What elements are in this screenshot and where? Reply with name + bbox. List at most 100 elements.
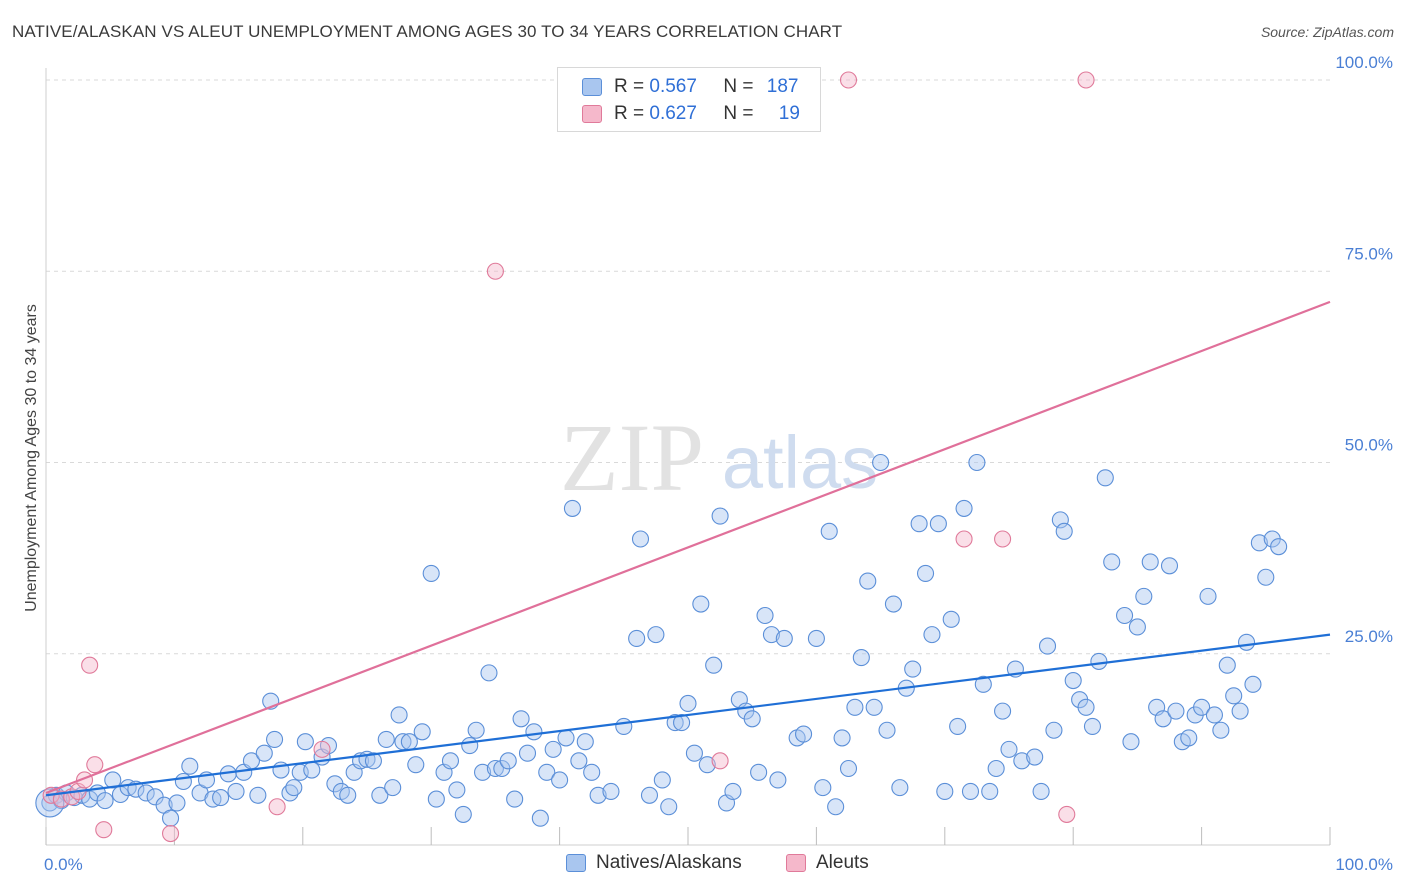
legend-swatch-pink	[582, 105, 602, 123]
data-point	[181, 757, 199, 775]
data-point	[1218, 656, 1236, 674]
watermark: ZIP atlas	[560, 404, 878, 511]
data-point	[743, 710, 761, 728]
y-tick-label: 100.0%	[1335, 53, 1393, 72]
y-tick-label: 75.0%	[1345, 244, 1393, 263]
data-point	[987, 759, 1005, 778]
data-point	[161, 809, 180, 827]
data-point	[266, 730, 284, 748]
data-point	[653, 771, 671, 789]
legend-n-label: N =	[723, 103, 759, 124]
data-point	[679, 694, 697, 713]
data-point	[949, 717, 967, 735]
data-point	[407, 756, 425, 774]
data-point	[570, 752, 588, 770]
data-point	[212, 789, 230, 807]
data-point	[628, 629, 646, 648]
bottom-legend-label: Natives/Alaskans	[596, 852, 742, 873]
legend-row-natives: R = 0.567 N = 187	[582, 75, 798, 99]
legend-n-value: 19	[778, 103, 800, 124]
data-point	[1013, 752, 1031, 770]
data-point	[506, 790, 524, 808]
data-point	[1180, 729, 1198, 747]
data-point	[1077, 698, 1095, 716]
data-point	[1077, 71, 1095, 89]
x-tick-label: 0.0%	[44, 855, 83, 874]
data-point	[486, 759, 504, 778]
data-point	[775, 629, 793, 648]
aleuts-points	[42, 71, 1095, 843]
data-point	[1116, 606, 1134, 625]
data-point	[525, 723, 543, 741]
data-point	[1154, 710, 1172, 728]
data-point	[685, 744, 703, 762]
data-point	[538, 763, 556, 781]
data-point	[448, 781, 466, 799]
data-point	[249, 786, 267, 804]
data-point	[531, 809, 549, 827]
data-point	[413, 723, 431, 741]
data-point	[441, 752, 460, 770]
data-point	[1128, 618, 1146, 636]
legend-r-label: R =	[614, 103, 650, 124]
data-point	[1244, 675, 1262, 693]
data-point	[1231, 702, 1249, 720]
data-point	[303, 761, 321, 779]
data-point	[1167, 702, 1185, 720]
data-point	[480, 664, 498, 682]
data-point	[839, 759, 858, 778]
data-point	[820, 522, 838, 540]
data-point	[1000, 740, 1018, 758]
data-point	[384, 779, 402, 797]
data-point	[1122, 733, 1140, 751]
data-point	[285, 779, 303, 797]
data-point	[660, 798, 678, 816]
data-point	[968, 453, 986, 472]
data-point	[602, 782, 620, 801]
data-point	[1032, 782, 1050, 801]
data-point	[551, 771, 569, 789]
chart-title: NATIVE/ALASKAN VS ALEUT UNEMPLOYMENT AMO…	[12, 22, 843, 41]
bottom-legend-swatch-pink	[786, 854, 806, 872]
data-point	[955, 530, 973, 548]
data-point	[1103, 553, 1121, 571]
bottom-legend-label: Aleuts	[816, 852, 869, 873]
data-point	[1141, 553, 1159, 571]
legend-swatch-blue	[582, 78, 602, 96]
data-point	[422, 564, 440, 582]
legend-r-label: R =	[614, 76, 650, 97]
data-point	[1160, 557, 1179, 575]
data-point	[981, 782, 999, 801]
data-point	[486, 262, 504, 280]
data-point	[557, 729, 575, 747]
data-point	[814, 779, 832, 797]
data-point	[807, 629, 825, 648]
data-point	[1250, 534, 1268, 552]
y-tick-label: 50.0%	[1345, 436, 1393, 455]
data-point	[427, 790, 445, 808]
data-point	[994, 530, 1012, 548]
data-point	[474, 763, 492, 781]
axes	[45, 68, 1331, 846]
data-point	[942, 610, 960, 628]
data-point	[227, 782, 245, 801]
natives-trend-line	[45, 633, 1331, 797]
data-point	[640, 786, 659, 804]
data-point	[583, 763, 601, 781]
bottom-legend-aleuts: Aleuts	[786, 852, 869, 874]
data-point	[1205, 706, 1223, 724]
source-note: Source: ZipAtlas.com	[1260, 24, 1394, 40]
data-point	[839, 71, 858, 89]
data-point	[1193, 698, 1211, 716]
data-point	[1199, 587, 1217, 605]
legend-row-aleuts: R = 0.627 N = 19	[582, 102, 800, 126]
data-point	[161, 824, 180, 843]
legend-box: R = 0.567 N = 187 R = 0.627 N = 19	[557, 67, 821, 132]
data-point	[1225, 687, 1243, 705]
data-point	[1270, 538, 1288, 556]
y-tick-label: 25.0%	[1345, 627, 1393, 646]
data-point	[936, 782, 954, 801]
data-point	[666, 714, 684, 732]
data-point	[923, 626, 941, 644]
